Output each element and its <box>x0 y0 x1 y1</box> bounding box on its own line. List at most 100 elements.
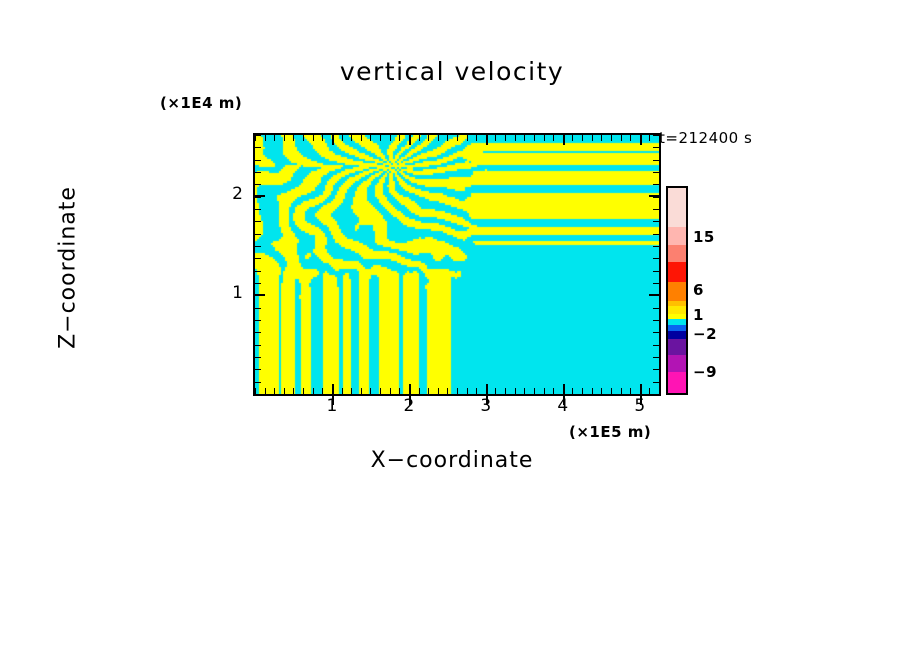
x-axis-tick <box>639 396 642 405</box>
x-axis-tick <box>408 396 411 405</box>
colorbar-label-4: −9 <box>693 363 718 381</box>
z-minor-tick-left <box>255 147 261 149</box>
z-minor-tick-right <box>653 344 659 346</box>
x-minor-tick-bottom <box>437 388 439 394</box>
x-minor-tick-bottom <box>428 388 430 394</box>
colorbar-band-11 <box>668 338 686 356</box>
colorbar <box>666 186 688 395</box>
x-minor-tick-bottom <box>601 388 603 394</box>
y-axis-title: Z−coordinate <box>55 186 81 349</box>
x-minor-tick-bottom <box>495 388 497 394</box>
colorbar-band-4 <box>668 282 686 302</box>
z-minor-tick-right <box>653 320 659 321</box>
x-minor-tick-top <box>428 135 430 141</box>
x-minor-tick-bottom <box>274 388 276 394</box>
x-minor-tick-top <box>389 135 391 141</box>
x-axis-title: X−coordinate <box>370 448 534 473</box>
z-minor-tick-right <box>653 233 659 235</box>
colorbar-band-9 <box>668 325 686 332</box>
x-major-tick-bottom <box>639 384 642 394</box>
z-minor-tick-right <box>653 332 659 334</box>
x-minor-tick-bottom <box>255 388 256 394</box>
x-minor-tick-bottom <box>380 388 382 394</box>
z-minor-tick-left <box>255 332 261 334</box>
z-minor-tick-right <box>653 394 659 395</box>
z-minor-tick-right <box>653 369 659 371</box>
z-major-tick-left <box>255 294 265 297</box>
x-major-tick-top <box>639 135 642 145</box>
z-minor-tick-left <box>255 369 261 371</box>
x-minor-tick-top <box>466 135 468 141</box>
x-axis-tick <box>562 396 565 405</box>
x-minor-tick-top <box>283 135 285 141</box>
x-minor-tick-top <box>649 135 651 141</box>
x-minor-tick-top <box>630 135 632 141</box>
x-minor-tick-top <box>293 135 295 141</box>
colorbar-band-2 <box>668 244 686 262</box>
z-minor-tick-right <box>653 270 659 272</box>
x-minor-tick-bottom <box>582 388 584 394</box>
x-major-tick-bottom <box>562 384 565 394</box>
x-minor-tick-bottom <box>293 388 295 394</box>
x-major-tick-bottom <box>485 384 488 394</box>
x-minor-tick-top <box>457 135 458 141</box>
colorbar-band-1 <box>668 227 686 245</box>
page-title: vertical velocity <box>339 57 565 86</box>
z-minor-tick-left <box>255 283 261 284</box>
x-minor-tick-bottom <box>591 388 593 394</box>
x-tick-label: 3 <box>480 396 492 416</box>
x-minor-tick-bottom <box>370 388 372 394</box>
x-tick-label: 1 <box>326 396 338 416</box>
x-minor-tick-top <box>341 135 343 141</box>
x-minor-tick-bottom <box>505 388 507 394</box>
x-minor-tick-bottom <box>389 388 391 394</box>
x-minor-tick-bottom <box>418 388 420 394</box>
x-minor-tick-top <box>370 135 372 141</box>
x-minor-tick-bottom <box>620 388 622 394</box>
z-minor-tick-right <box>653 246 659 247</box>
z-minor-tick-left <box>255 357 261 358</box>
x-minor-tick-top <box>659 135 660 141</box>
colorbar-band-8 <box>668 319 686 326</box>
x-minor-tick-top <box>380 135 382 141</box>
x-minor-tick-top <box>543 135 545 141</box>
z-minor-tick-right <box>653 147 659 149</box>
z-minor-tick-left <box>255 270 261 272</box>
x-axis-tick <box>331 396 334 405</box>
x-minor-tick-top <box>514 135 516 141</box>
colorbar-band-10 <box>668 331 686 339</box>
colorbar-label-2: 1 <box>693 306 704 324</box>
x-minor-tick-top <box>447 135 449 141</box>
x-minor-tick-top <box>553 135 555 141</box>
x-minor-tick-bottom <box>322 388 324 394</box>
x-minor-tick-bottom <box>543 388 545 394</box>
colorbar-label-0: 15 <box>693 228 715 246</box>
z-minor-tick-right <box>653 221 659 223</box>
z-axis-units-label: (×1E4 m) <box>160 94 243 112</box>
x-minor-tick-top <box>533 135 535 141</box>
z-minor-tick-right <box>653 196 659 198</box>
z-minor-tick-right <box>653 307 659 309</box>
x-minor-tick-bottom <box>610 388 612 394</box>
x-major-tick-top <box>485 135 488 145</box>
x-major-tick-top <box>331 135 334 145</box>
x-minor-tick-top <box>524 135 526 141</box>
colorbar-band-7 <box>668 314 686 320</box>
z-minor-tick-left <box>255 394 261 395</box>
x-major-tick-bottom <box>408 384 411 394</box>
z-minor-tick-right <box>653 357 659 358</box>
x-minor-tick-bottom <box>466 388 468 394</box>
x-minor-tick-top <box>418 135 420 141</box>
z-minor-tick-left <box>255 221 261 223</box>
x-minor-tick-bottom <box>659 388 660 394</box>
x-minor-tick-top <box>312 135 314 141</box>
z-minor-tick-left <box>255 184 261 186</box>
x-minor-tick-bottom <box>572 388 574 394</box>
z-minor-tick-left <box>255 135 261 136</box>
z-minor-tick-right <box>653 135 659 136</box>
x-major-tick-bottom <box>331 384 334 394</box>
z-minor-tick-left <box>255 209 261 210</box>
contour-plot-area <box>253 133 661 396</box>
x-minor-tick-bottom <box>457 388 458 394</box>
